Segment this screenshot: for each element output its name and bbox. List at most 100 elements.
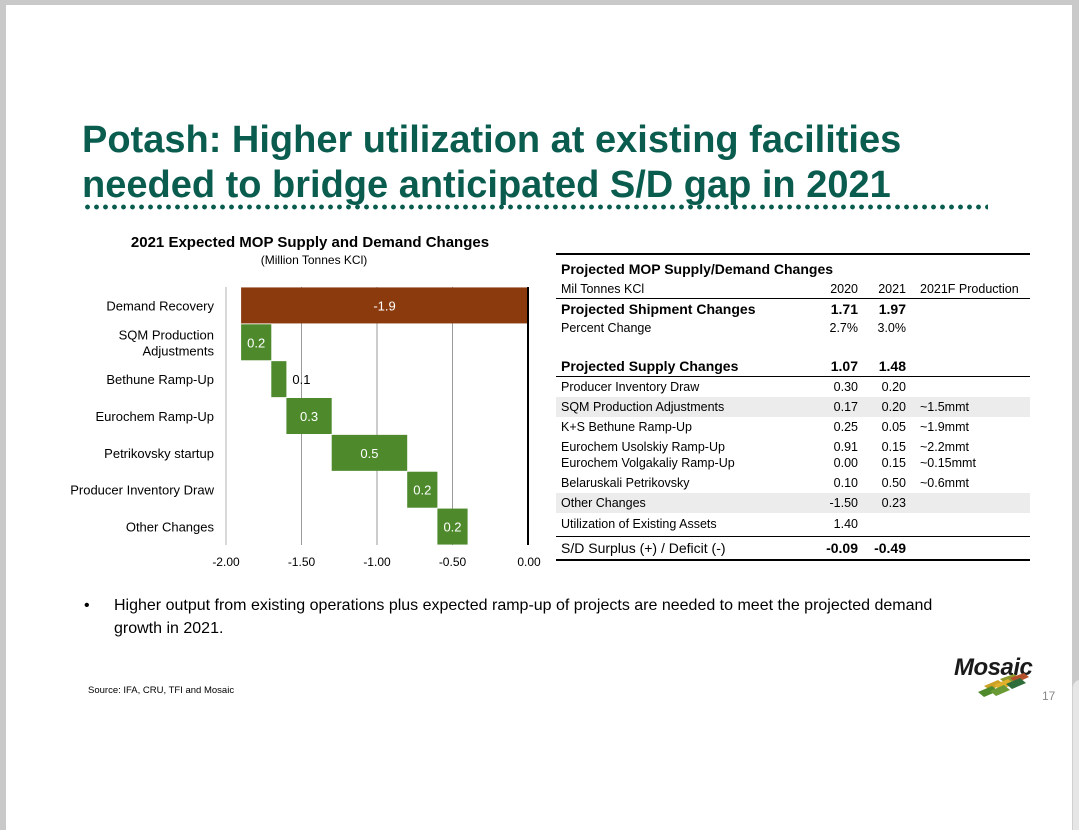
row-2020-a: 0.91 [833,440,858,454]
row-label-line-2: Eurochem Volgakaliy Ramp-Up [561,456,735,470]
chart-subtitle: (Million Tonnes KCl) [260,253,368,267]
category-label: Producer Inventory Draw [70,483,214,498]
percent-label: Percent Change [561,321,652,335]
bar [437,508,468,545]
row-label: SQM Production Adjustments [561,400,725,414]
row-production: ~1.5mmt [920,400,969,414]
row-label: Producer Inventory Draw [561,380,700,394]
row-2020-b: 0.00 [833,456,858,470]
table-footer-row: S/D Surplus (+) / Deficit (-) -0.09 -0.4… [556,536,1030,559]
scrollbar-edge[interactable] [1072,680,1079,830]
row-label: K+S Bethune Ramp-Up [561,420,692,434]
row-production: ~2.2mmt ~0.15mmt [920,439,976,471]
table-header-row: Mil Tonnes KCl 2020 2021 2021F Productio… [556,280,1030,299]
bar [241,287,528,324]
row-2020: 0.25 [833,420,858,434]
table-row: Belaruskali Petrikovsky 0.10 0.50 ~0.6mm… [556,473,1030,493]
row-2020: 0.10 [833,476,858,490]
data-label: 0.2 [443,520,461,535]
table-title: Projected MOP Supply/Demand Changes [561,261,834,277]
supply-2020: 1.07 [830,358,858,374]
row-production: ~0.6mmt [920,476,969,490]
x-tick-label: 0.00 [517,555,541,569]
row-2020: -1.50 [829,496,859,510]
category-label: Adjustments [142,343,214,358]
table-row: Other Changes -1.50 0.23 [556,493,1030,513]
bar [407,471,438,508]
x-tick-label: -1.00 [363,555,391,569]
title-line-1: Potash: Higher utilization at existing f… [82,119,902,161]
unit-label: Mil Tonnes KCl [561,282,645,296]
shipment-label: Projected Shipment Changes [561,301,756,317]
footer-2020: -0.09 [826,540,858,556]
category-label: Demand Recovery [106,298,214,313]
supply-demand-table: Projected MOP Supply/Demand Changes Mil … [556,253,1030,561]
data-label: 0.5 [360,446,378,461]
supply-label: Projected Supply Changes [561,358,739,374]
row-2020: 0.30 [833,380,858,394]
bullet-text: Higher output from existing operations p… [114,597,933,637]
row-production-b: ~0.15mmt [920,456,976,470]
page-number: 17 [1042,689,1056,703]
chart-title: 2021 Expected MOP Supply and Demand Chan… [130,234,490,251]
data-label: -1.9 [373,298,395,313]
data-label: 0.3 [300,409,318,424]
row-production-a: ~2.2mmt [920,440,969,454]
x-tick-label: -2.00 [212,555,240,569]
category-label: Petrikovsky startup [104,446,214,461]
table-row: Utilization of Existing Assets 1.40 [556,513,1030,536]
percent-2020: 2.7% [829,321,859,335]
col-2021: 2021 [878,282,906,296]
row-2020: 1.40 [833,517,858,531]
title-line-2: needed to bridge anticipated S/D gap in … [82,164,891,206]
row-2021: 0.50 [881,476,906,490]
dotted-divider [83,203,988,211]
supply-row: Projected Supply Changes 1.07 1.48 [556,356,1030,377]
table-title-row: Projected MOP Supply/Demand Changes [556,255,1030,280]
bar [271,361,287,398]
table-row: Producer Inventory Draw 0.30 0.20 [556,377,1030,397]
row-2021: 0.20 [881,380,906,394]
data-label: 0.1 [292,372,310,387]
col-production: 2021F Production [920,282,1019,296]
table-row: K+S Bethune Ramp-Up 0.25 0.05 ~1.9mmt [556,417,1030,437]
row-label-line-1: Eurochem Usolskiy Ramp-Up [561,440,725,454]
row-production: ~1.9mmt [920,420,969,434]
percent-2021: 3.0% [877,321,907,335]
footer-2021: -0.49 [874,540,906,556]
row-2021: 0.15 0.15 [882,439,906,471]
row-2021: 0.23 [881,496,906,510]
category-label: Eurochem Ramp-Up [96,409,215,424]
table-row: Eurochem Usolskiy Ramp-Up Eurochem Volgak… [556,437,1030,473]
row-2020: 0.91 0.00 [834,439,858,471]
row-label: Utilization of Existing Assets [561,517,717,531]
category-label: Other Changes [126,520,215,535]
slide [6,5,1072,830]
category-label: Bethune Ramp-Up [106,372,214,387]
bar [241,324,272,361]
category-label: SQM Production [119,327,214,342]
source-note: Source: IFA, CRU, TFI and Mosaic [88,685,235,696]
shipment-2020: 1.71 [830,301,858,317]
mosaic-logo: Mosaic [954,654,1054,704]
row-label: Other Changes [561,496,646,510]
footer-label: S/D Surplus (+) / Deficit (-) [561,540,726,556]
table-row: SQM Production Adjustments 0.17 0.20 ~1.… [556,397,1030,417]
logo-mark-icon [978,673,1029,697]
row-2021-b: 0.15 [881,456,906,470]
row-2020: 0.17 [833,400,858,414]
percent-row: Percent Change 2.7% 3.0% [556,319,1030,337]
bullet-icon: • [84,597,90,614]
x-tick-label: -0.50 [439,555,467,569]
row-label: Belaruskali Petrikovsky [561,476,690,490]
bar [331,434,408,471]
data-label: 0.2 [413,483,431,498]
row-2021: 0.05 [881,420,906,434]
table-gap [556,337,1030,356]
shipment-2021: 1.97 [878,301,906,317]
row-2021-a: 0.15 [881,440,906,454]
supply-2021: 1.48 [878,358,906,374]
row-2021: 0.20 [881,400,906,414]
col-2020: 2020 [830,282,858,296]
